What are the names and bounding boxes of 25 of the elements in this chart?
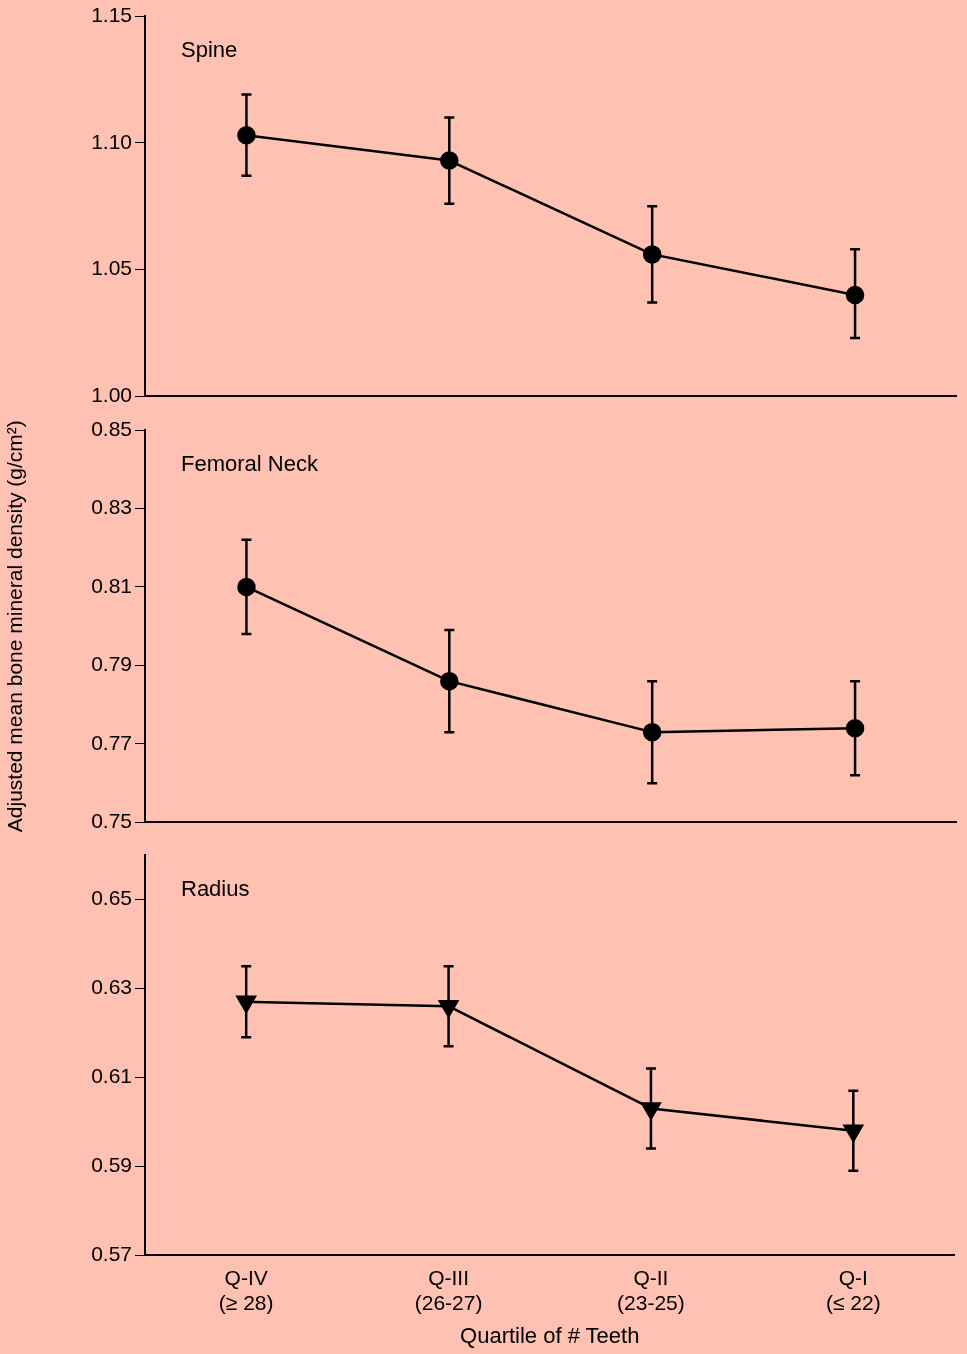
x-axis-title: Quartile of # Teeth [460, 1322, 640, 1348]
y-tick-label: 1.10 [91, 129, 132, 153]
y-tick-label: 0.65 [91, 886, 132, 910]
x-tick-label: Q-I (≤ 22) [825, 1265, 881, 1314]
y-tick-label: 0.61 [91, 1064, 132, 1088]
x-tick-label: Q-III (26-27) [414, 1265, 483, 1314]
point [236, 995, 257, 1013]
y-tick-label: 1.15 [91, 2, 132, 26]
annotation: Spine [181, 37, 238, 63]
annotation: Radius [181, 876, 250, 902]
y-tick-label: 0.63 [91, 975, 132, 999]
y-tick-label: 0.79 [91, 652, 132, 676]
annotation: Femoral Neck [181, 451, 319, 477]
y-axis-title: Adjusted mean bone mineral density (g/cm²) [3, 420, 27, 833]
y-tick-label: 0.75 [91, 809, 132, 833]
x-tick-label: Q-IV (≥ 28) [218, 1265, 274, 1314]
y-tick-label: 0.81 [91, 573, 132, 597]
y-tick-label: 0.59 [91, 1153, 132, 1177]
y-tick-label: 0.77 [91, 730, 132, 754]
y-tick-label: 0.83 [91, 495, 132, 519]
y-tick-label: 1.00 [91, 383, 132, 407]
x-tick-label: Q-II (23-25) [617, 1265, 685, 1314]
y-tick-label: 0.85 [91, 416, 132, 440]
y-tick-label: 0.57 [91, 1242, 132, 1265]
y-tick-label: 1.05 [91, 256, 132, 280]
